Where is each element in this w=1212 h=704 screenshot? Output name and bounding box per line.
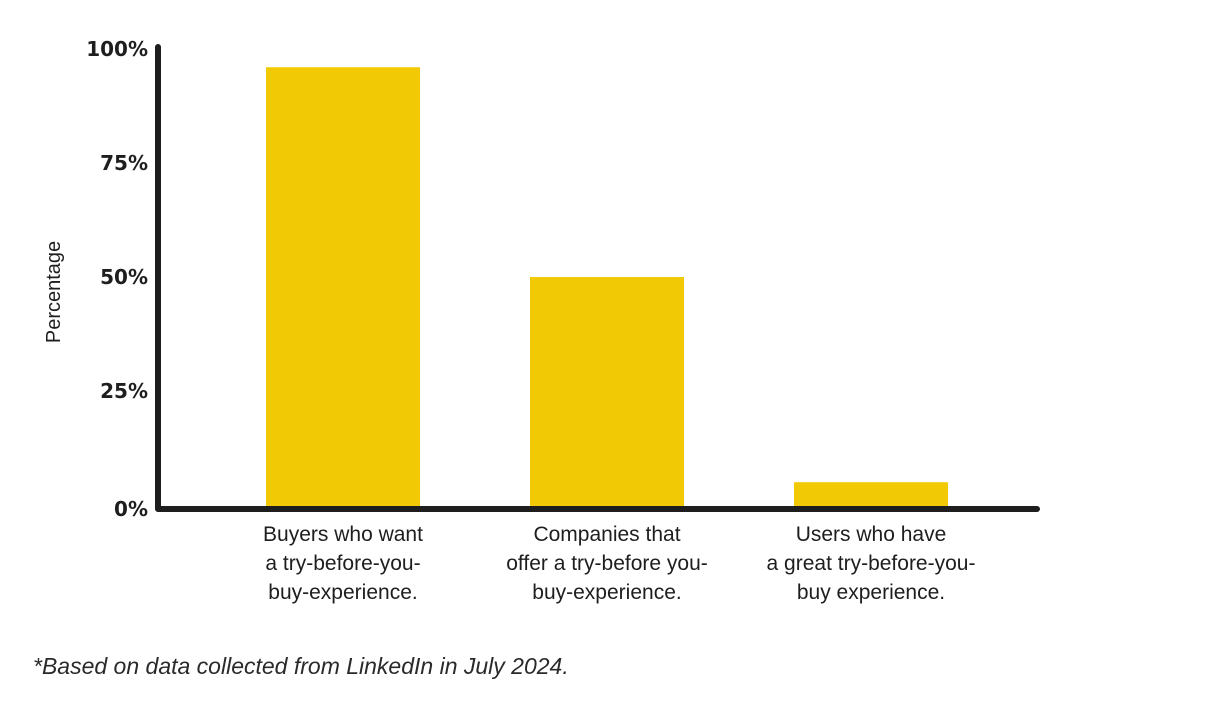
bar-chart: 0% 25% 50% 75% 100% Buyers who want a try-bef…	[43, 37, 1040, 604]
y-tick-labels: 0% 25% 50% 75% 100%	[86, 37, 148, 521]
x-category-label: Companies that offer a try-before you-buy…	[506, 523, 708, 604]
x-category-label-line: a try-before-you-	[265, 552, 420, 575]
bar-3	[794, 482, 948, 509]
x-category-label-line: buy-experience.	[268, 581, 417, 604]
x-category-label-line: Buyers who want	[263, 523, 423, 546]
bar-1	[266, 67, 420, 510]
y-tick-label: 0%	[114, 497, 148, 521]
x-category-label: Users who have a great try-before-you-buy…	[767, 523, 976, 604]
y-tick-label: 50%	[100, 265, 148, 289]
x-category-labels: Buyers who want a try-before-you-buy-expe…	[263, 523, 975, 604]
y-axis-title: Percentage	[43, 241, 65, 343]
x-category-label-line: buy experience.	[797, 581, 945, 604]
y-tick-label: 25%	[100, 379, 148, 403]
y-tick-label: 75%	[100, 151, 148, 175]
x-category-label-line: offer a try-before you-	[506, 552, 708, 575]
y-tick-label: 100%	[86, 37, 148, 61]
x-category-label: Buyers who want a try-before-you-buy-expe…	[263, 523, 423, 604]
x-category-label-line: buy-experience.	[532, 581, 681, 604]
footnote: *Based on data collected from LinkedIn i…	[33, 653, 569, 679]
x-category-label-line: Users who have	[796, 523, 947, 546]
bars-group	[266, 67, 948, 510]
axis-lines	[155, 44, 1040, 512]
bar-2	[530, 277, 684, 509]
axes-group	[155, 44, 1040, 512]
x-category-label-line: a great try-before-you-	[767, 552, 976, 575]
x-category-label-line: Companies that	[533, 523, 680, 546]
